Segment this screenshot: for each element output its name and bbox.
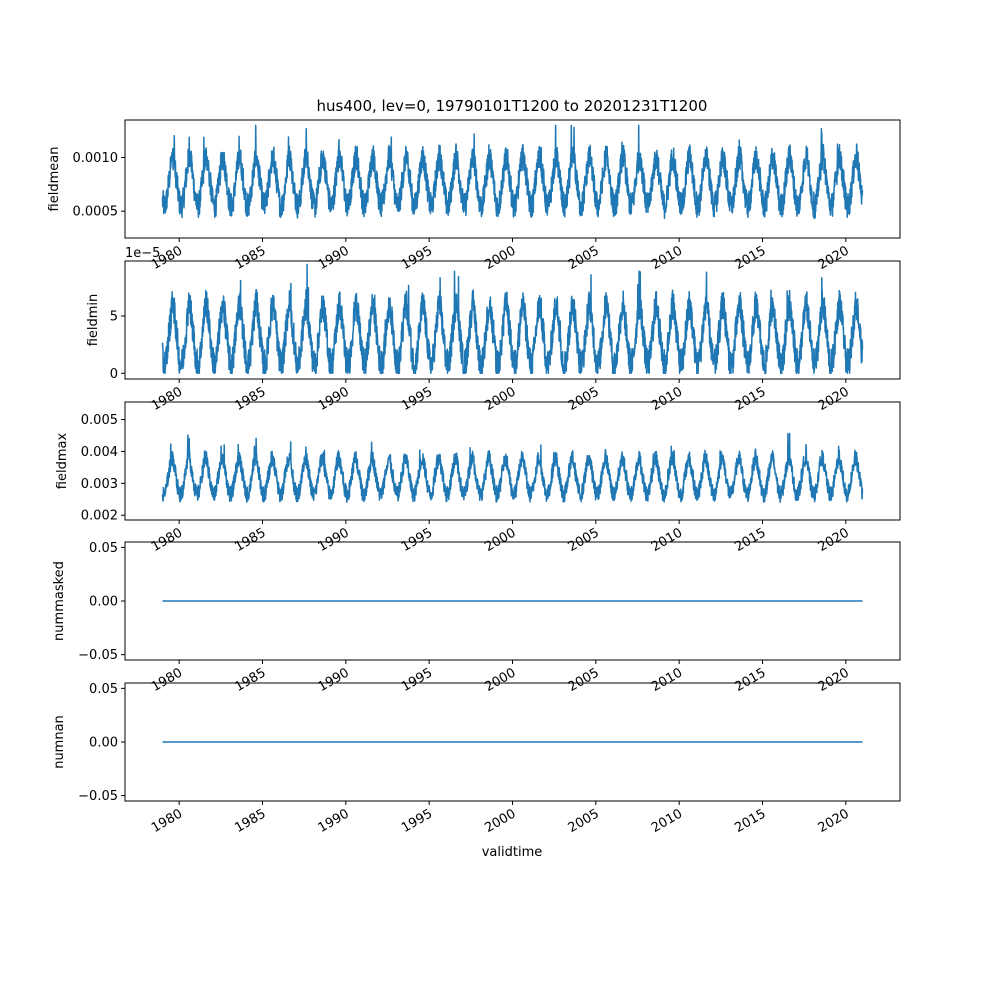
x-tick-label: 1995 [399, 243, 435, 273]
y-tick-label: 0.004 [81, 445, 118, 460]
x-tick-label: 1980 [149, 525, 185, 555]
x-tick-label: 1995 [399, 806, 435, 836]
x-tick-label: 2020 [816, 525, 852, 555]
y-tick-label: 5 [110, 309, 118, 324]
x-tick-label: 1995 [399, 384, 435, 414]
x-tick-label: 2020 [816, 665, 852, 695]
x-tick-label: 1985 [232, 525, 268, 555]
series-line-fieldmax [161, 432, 864, 503]
x-tick-label: 1990 [316, 525, 352, 555]
y-tick-label: 0.002 [81, 509, 118, 524]
x-tick-label: 2005 [566, 525, 602, 555]
series-line-fieldmean [161, 124, 864, 220]
y-axis-label: numnan [52, 715, 67, 769]
x-tick-label: 2010 [649, 525, 685, 555]
x-tick-label: 1985 [232, 384, 268, 414]
y-offset-text: 1e−5 [125, 246, 160, 261]
x-tick-label: 2015 [732, 243, 768, 273]
subplot-fieldmax: 0.002 0.003 0.004 0.005 fieldmax 1980 1985 1990… [55, 401, 901, 555]
x-tick-label: 2005 [566, 384, 602, 414]
x-tick-label: 1990 [316, 243, 352, 273]
x-tick-label: 2005 [566, 243, 602, 273]
x-tick-label: 1980 [149, 806, 185, 836]
x-tick-label: 2020 [816, 384, 852, 414]
x-tick-label: 2000 [482, 665, 518, 695]
chart-title: hus400, lev=0, 19790101T1200 to 20201231… [317, 97, 708, 115]
x-tick-label: 1995 [399, 665, 435, 695]
x-tick-label: 2005 [566, 665, 602, 695]
x-tick-label: 2010 [649, 806, 685, 836]
y-tick-label: 0.05 [89, 682, 118, 697]
x-tick-label: 2010 [649, 384, 685, 414]
x-tick-label: 1995 [399, 525, 435, 555]
x-tick-label: 1985 [232, 665, 268, 695]
x-tick-label: 2000 [482, 806, 518, 836]
x-tick-label: 2000 [482, 525, 518, 555]
y-axis-label: fieldmin [86, 294, 101, 347]
y-tick-label: 0.05 [89, 541, 118, 556]
y-tick-label: 0.0010 [73, 151, 119, 166]
x-axis-label: validtime [482, 845, 543, 860]
x-tick-label: 2000 [482, 243, 518, 273]
x-tick-label: 2020 [816, 243, 852, 273]
x-tick-label: 2010 [649, 243, 685, 273]
series-line-fieldmin [161, 263, 864, 375]
x-tick-label: 2015 [732, 806, 768, 836]
x-tick-label: 2015 [732, 525, 768, 555]
subplot-numnan: −0.05 0.00 0.05 numnan 1980 1985 1990 1995 2000 2… [52, 682, 901, 836]
x-tick-label: 2015 [732, 665, 768, 695]
x-tick-label: 2010 [649, 665, 685, 695]
x-tick-label: 1990 [316, 806, 352, 836]
x-tick-label: 2015 [732, 384, 768, 414]
y-tick-label: −0.05 [78, 648, 118, 663]
y-tick-label: 0.003 [81, 477, 118, 492]
y-tick-label: −0.05 [78, 789, 118, 804]
x-tick-label: 1990 [316, 665, 352, 695]
y-tick-label: 0.00 [89, 595, 118, 610]
x-tick-label: 2020 [816, 806, 852, 836]
x-tick-label: 2005 [566, 806, 602, 836]
x-tick-label: 1990 [316, 384, 352, 414]
y-tick-label: 0.00 [89, 736, 118, 751]
y-axis-label: fieldmax [55, 433, 70, 490]
x-tick-label: 2000 [482, 384, 518, 414]
y-axis-label: fieldmean [47, 147, 62, 212]
subplot-nummasked: −0.05 0.00 0.05 nummasked 1980 1985 1990 1995 20… [52, 541, 901, 695]
subplot-fieldmin: 0 5 fieldmin 1e−5 1980 1985 1990 1995 2000 2005 20… [86, 246, 901, 414]
y-tick-label: 0 [110, 367, 118, 382]
x-tick-label: 1980 [149, 665, 185, 695]
y-tick-label: 0.0005 [73, 205, 119, 220]
y-tick-label: 0.005 [81, 413, 118, 428]
x-tick-label: 1980 [149, 384, 185, 414]
y-axis-label: nummasked [52, 561, 67, 641]
x-tick-label: 1985 [232, 243, 268, 273]
x-tick-label: 1985 [232, 806, 268, 836]
